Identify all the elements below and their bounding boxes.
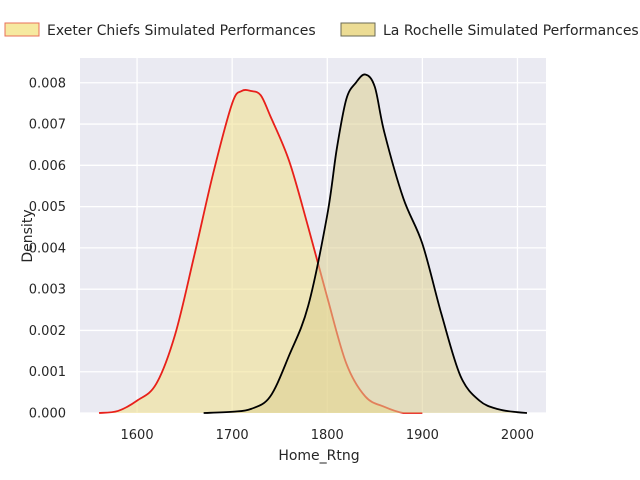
y-tick-label: 0.006 <box>29 159 66 174</box>
series-layer <box>98 73 528 414</box>
y-tick-label: 0.005 <box>29 200 66 215</box>
y-tick-label: 0.004 <box>29 241 66 256</box>
y-tick-label: 0.007 <box>29 118 66 133</box>
legend-swatch-la-rochelle <box>340 22 376 37</box>
y-tick-labels: 0.000 0.001 0.002 0.003 0.004 0.005 0.006 0.007… <box>29 76 66 421</box>
x-tick-label: 1800 <box>311 428 344 443</box>
x-tick-label: 1900 <box>406 428 439 443</box>
x-tick-label: 1700 <box>216 428 249 443</box>
x-axis-label: Home_Rtng <box>278 448 359 464</box>
y-tick-label: 0.000 <box>29 407 66 422</box>
x-tick-label: 2000 <box>501 428 534 443</box>
legend-label-exeter: Exeter Chiefs Simulated Performances <box>47 23 316 39</box>
legend-label-la-rochelle: La Rochelle Simulated Performances <box>383 23 639 39</box>
series-0-area <box>99 89 423 413</box>
legend: Exeter Chiefs Simulated Performances La … <box>4 22 639 39</box>
y-tick-label: 0.001 <box>29 365 66 380</box>
y-axis-label: Density <box>20 209 36 262</box>
series-1-area <box>203 74 527 413</box>
y-tick-label: 0.008 <box>29 76 66 91</box>
y-tick-label: 0.002 <box>29 324 66 339</box>
x-tick-label: 1600 <box>121 428 154 443</box>
series-1-line <box>203 73 528 414</box>
x-tick-labels: 1600 1700 1800 1900 2000 <box>121 428 535 443</box>
legend-swatch-exeter <box>4 22 40 37</box>
y-tick-label: 0.003 <box>29 283 66 298</box>
